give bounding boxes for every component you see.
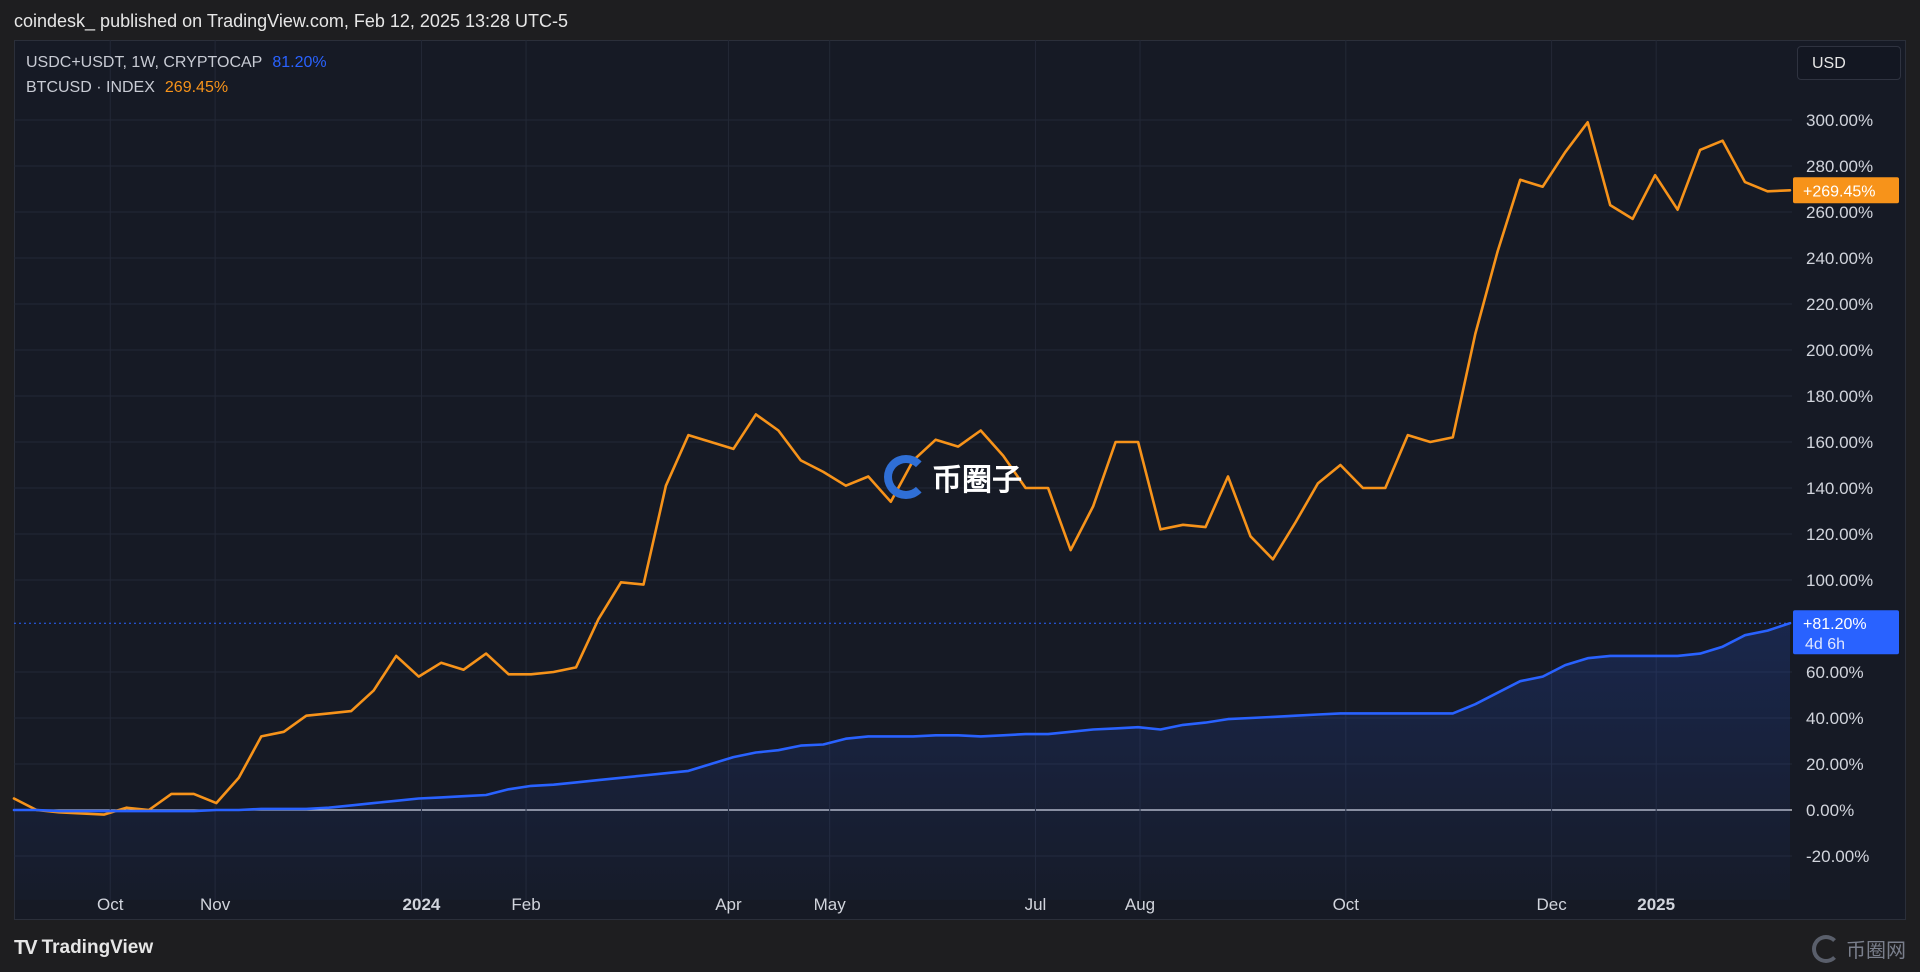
btc-price-tag-label: +269.45% xyxy=(1803,183,1876,200)
corner-watermark: 币圈网 xyxy=(1812,934,1906,963)
tradingview-footer[interactable]: TV TradingView xyxy=(14,934,153,962)
y-tick-label: 120.00% xyxy=(1806,525,1873,544)
tradingview-brand: TradingView xyxy=(41,937,154,958)
tradingview-logo-icon: TV xyxy=(14,936,38,959)
legend-stable-value: 81.20% xyxy=(272,53,327,71)
y-tick-label: 140.00% xyxy=(1806,479,1873,498)
y-tick-label: 100.00% xyxy=(1806,571,1873,590)
x-tick-label: Oct xyxy=(97,895,124,914)
y-tick-label: 40.00% xyxy=(1806,709,1864,728)
y-tick-label: 160.00% xyxy=(1806,433,1873,452)
x-tick-label: 2025 xyxy=(1637,895,1675,914)
x-tick-label: Nov xyxy=(200,895,231,914)
chart-legend: USDC+USDT, 1W, CRYPTOCAP 81.20% BTCUSD ·… xyxy=(26,50,327,100)
legend-btc[interactable]: BTCUSD · INDEX 269.45% xyxy=(26,75,327,100)
stable-price-tag xyxy=(1793,610,1899,655)
stable-price-tag-label: +81.20% xyxy=(1803,616,1867,633)
legend-btc-label: BTCUSD · INDEX xyxy=(26,78,155,96)
y-tick-label: 300.00% xyxy=(1806,111,1873,130)
y-tick-label: 280.00% xyxy=(1806,157,1873,176)
y-tick-label: 220.00% xyxy=(1806,295,1873,314)
y-tick-label: 0.00% xyxy=(1806,801,1854,820)
x-tick-label: Apr xyxy=(715,895,742,914)
center-watermark: 币圈子 xyxy=(884,455,1022,499)
y-axis-ticks: 300.00% 280.00% 260.00% 240.00% 220.00% 200.0… xyxy=(1806,111,1873,866)
y-tick-label: 240.00% xyxy=(1806,249,1873,268)
publish-info: coindesk_ published on TradingView.com, … xyxy=(14,11,569,31)
corner-watermark-logo-icon xyxy=(1812,934,1840,963)
stable-price-tag-countdown: 4d 6h xyxy=(1805,636,1845,653)
x-tick-label: Feb xyxy=(511,895,540,914)
watermark-center-text: 币圈子 xyxy=(932,464,1022,497)
watermark-corner-text: 币圈网 xyxy=(1846,940,1906,962)
legend-stable[interactable]: USDC+USDT, 1W, CRYPTOCAP 81.20% xyxy=(26,50,327,75)
x-tick-label: Jul xyxy=(1025,895,1047,914)
x-tick-label: Dec xyxy=(1536,895,1567,914)
stable-area xyxy=(14,623,1790,900)
stable-area-fill xyxy=(14,623,1790,900)
x-tick-label: Oct xyxy=(1333,895,1360,914)
x-tick-label: 2024 xyxy=(403,895,441,914)
btc-price-tag xyxy=(1793,177,1899,204)
stable-series-line[interactable] xyxy=(12,621,1792,813)
y-tick-label: 20.00% xyxy=(1806,755,1864,774)
currency-button[interactable]: USD xyxy=(1797,46,1901,80)
price-tags: +269.45% +81.20% 4d 6h xyxy=(1793,177,1899,655)
watermark-logo-icon xyxy=(884,455,928,499)
y-tick-label: 260.00% xyxy=(1806,203,1873,222)
y-tick-label: 180.00% xyxy=(1806,387,1873,406)
y-tick-label: 60.00% xyxy=(1806,663,1864,682)
y-tick-label: 200.00% xyxy=(1806,341,1873,360)
x-axis-ticks: Oct Nov 2024 Feb Apr May Jul Aug Oct Dec 2025 xyxy=(97,895,1675,914)
y-tick-label: -20.00% xyxy=(1806,847,1869,866)
x-tick-label: May xyxy=(814,895,847,914)
publish-header: coindesk_ published on TradingView.com, … xyxy=(0,0,1920,40)
x-tick-label: Aug xyxy=(1125,895,1155,914)
legend-btc-value: 269.45% xyxy=(164,78,229,96)
legend-stable-label: USDC+USDT, 1W, CRYPTOCAP xyxy=(26,53,263,71)
